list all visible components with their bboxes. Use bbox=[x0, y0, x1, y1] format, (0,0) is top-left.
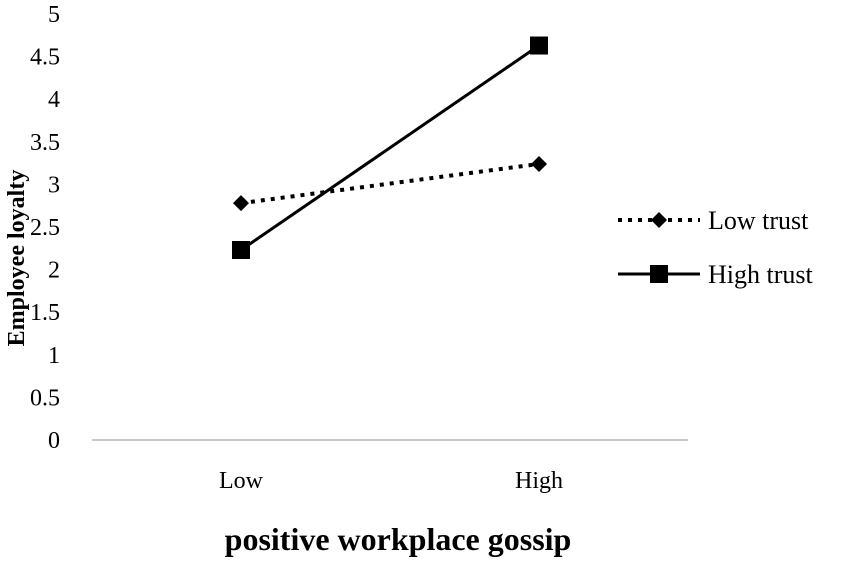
data-point bbox=[531, 155, 547, 172]
y-tick-label: 0.5 bbox=[30, 385, 60, 411]
series-line-2 bbox=[240, 44, 540, 252]
y-axis-ticks: 0 0.5 1 1.5 2 2.5 3 3.5 4 4.5 5 bbox=[30, 2, 60, 454]
y-tick-label: 5 bbox=[48, 2, 60, 28]
data-point bbox=[530, 36, 548, 55]
x-axis-label: positive workplace gossip bbox=[225, 521, 572, 557]
legend-marker bbox=[650, 265, 668, 283]
x-tick-label: High bbox=[515, 468, 563, 494]
legend-label: High trust bbox=[708, 260, 814, 289]
data-point bbox=[232, 241, 250, 260]
y-tick-label: 4.5 bbox=[30, 45, 60, 71]
y-tick-label: 0 bbox=[48, 428, 60, 454]
legend: Low trust High trust bbox=[618, 206, 814, 289]
y-axis-label: Employee loyalty bbox=[4, 170, 30, 347]
y-tick-label: 3 bbox=[48, 172, 60, 198]
data-point bbox=[233, 195, 249, 212]
y-tick-label: 1 bbox=[48, 343, 60, 369]
legend-marker bbox=[651, 212, 667, 228]
y-tick-label: 1.5 bbox=[30, 300, 60, 326]
legend-label: Low trust bbox=[708, 206, 809, 235]
y-tick-label: 2 bbox=[48, 258, 60, 284]
y-tick-label: 4 bbox=[48, 87, 60, 113]
series-line-1 bbox=[240, 161, 540, 206]
x-axis-ticks: Low High bbox=[219, 468, 563, 494]
y-tick-label: 3.5 bbox=[30, 130, 60, 156]
series-layer bbox=[232, 36, 548, 260]
y-tick-label: 2.5 bbox=[30, 215, 60, 241]
x-tick-label: Low bbox=[219, 468, 264, 494]
